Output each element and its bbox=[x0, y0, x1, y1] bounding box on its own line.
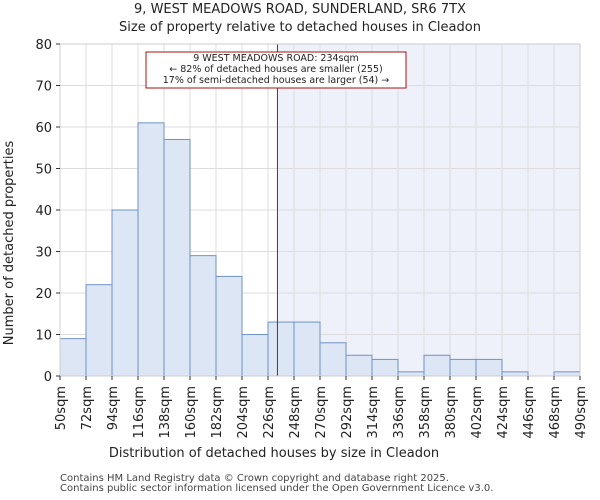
x-tick-label-380sqm: 380sqm bbox=[444, 386, 459, 439]
x-axis-label: Distribution of detached houses by size … bbox=[109, 446, 439, 461]
y-axis-label: Number of detached properties bbox=[2, 141, 17, 346]
x-tick-label-94sqm: 94sqm bbox=[106, 386, 121, 430]
x-tick-label-160sqm: 160sqm bbox=[184, 386, 199, 439]
x-tick-label-468sqm: 468sqm bbox=[548, 386, 563, 439]
x-tick-label-204sqm: 204sqm bbox=[236, 386, 251, 439]
bar-72sqm bbox=[85, 284, 113, 377]
bar-358sqm bbox=[423, 354, 451, 377]
x-tick-label-292sqm: 292sqm bbox=[340, 386, 355, 439]
x-tick-label-424sqm: 424sqm bbox=[496, 386, 511, 439]
annotation-frame bbox=[145, 51, 407, 89]
y-tick-label-20: 20 bbox=[35, 287, 52, 302]
bar-336sqm bbox=[397, 371, 425, 377]
x-tick-label-248sqm: 248sqm bbox=[288, 386, 303, 439]
bar-292sqm bbox=[345, 354, 373, 377]
x-tick-label-446sqm: 446sqm bbox=[522, 386, 537, 439]
annotation-line3: 17% of semi-detached houses are larger (… bbox=[163, 75, 390, 86]
x-tick-label-50sqm: 50sqm bbox=[54, 386, 69, 430]
y-tick-label-50: 50 bbox=[35, 163, 52, 178]
bar-182sqm bbox=[215, 275, 243, 377]
annotation-box: 9 WEST MEADOWS ROAD: 234sqm ← 82% of det… bbox=[145, 51, 407, 89]
bar-314sqm bbox=[371, 358, 399, 377]
x-tick-label-336sqm: 336sqm bbox=[392, 386, 407, 439]
y-tick-label-0: 0 bbox=[44, 370, 52, 385]
bar-402sqm bbox=[475, 358, 503, 377]
bar-248sqm bbox=[293, 321, 321, 377]
y-tick-label-10: 10 bbox=[35, 329, 52, 344]
bar-138sqm bbox=[163, 138, 191, 377]
bar-380sqm bbox=[449, 358, 477, 377]
bar-94sqm bbox=[111, 209, 139, 377]
chart-title-line1: 9, WEST MEADOWS ROAD, SUNDERLAND, SR6 7T… bbox=[134, 2, 466, 17]
x-tick-label-270sqm: 270sqm bbox=[314, 386, 329, 439]
y-tick-label-40: 40 bbox=[35, 204, 52, 219]
bar-116sqm bbox=[137, 122, 165, 377]
x-tick-label-226sqm: 226sqm bbox=[262, 386, 277, 439]
x-tick-label-402sqm: 402sqm bbox=[470, 386, 485, 439]
x-axis-ticks: 50sqm 72sqm 94sqm 116sqm 138sqm 160sqm 182sqm 2… bbox=[54, 376, 589, 439]
chart-title-line2: Size of property relative to detached ho… bbox=[119, 20, 481, 35]
bar-50sqm bbox=[59, 338, 87, 377]
footer-line1: Contains HM Land Registry data © Crown c… bbox=[60, 473, 449, 484]
x-tick-label-314sqm: 314sqm bbox=[366, 386, 381, 439]
annotation-line1: 9 WEST MEADOWS ROAD: 234sqm bbox=[193, 53, 359, 64]
bar-424sqm bbox=[501, 371, 529, 377]
bars bbox=[59, 122, 581, 377]
x-tick-label-116sqm: 116sqm bbox=[132, 386, 147, 439]
bar-160sqm bbox=[189, 255, 217, 377]
y-tick-label-60: 60 bbox=[35, 121, 52, 136]
x-tick-label-182sqm: 182sqm bbox=[210, 386, 225, 439]
bar-270sqm bbox=[319, 342, 347, 377]
y-axis-ticks: 0 10 20 30 40 50 60 70 80 bbox=[35, 38, 60, 385]
x-tick-label-490sqm: 490sqm bbox=[574, 386, 589, 439]
y-tick-label-30: 30 bbox=[35, 246, 52, 261]
y-tick-label-80: 80 bbox=[35, 38, 52, 53]
x-tick-label-138sqm: 138sqm bbox=[158, 386, 173, 439]
x-tick-label-72sqm: 72sqm bbox=[80, 386, 95, 430]
annotation-line2: ← 82% of detached houses are smaller (25… bbox=[169, 64, 382, 75]
x-tick-label-358sqm: 358sqm bbox=[418, 386, 433, 439]
bar-226sqm bbox=[267, 321, 295, 377]
y-tick-label-70: 70 bbox=[35, 80, 52, 95]
bar-468sqm bbox=[553, 371, 581, 377]
bar-204sqm bbox=[241, 334, 269, 377]
footer-line2: Contains public sector information licen… bbox=[60, 483, 494, 494]
